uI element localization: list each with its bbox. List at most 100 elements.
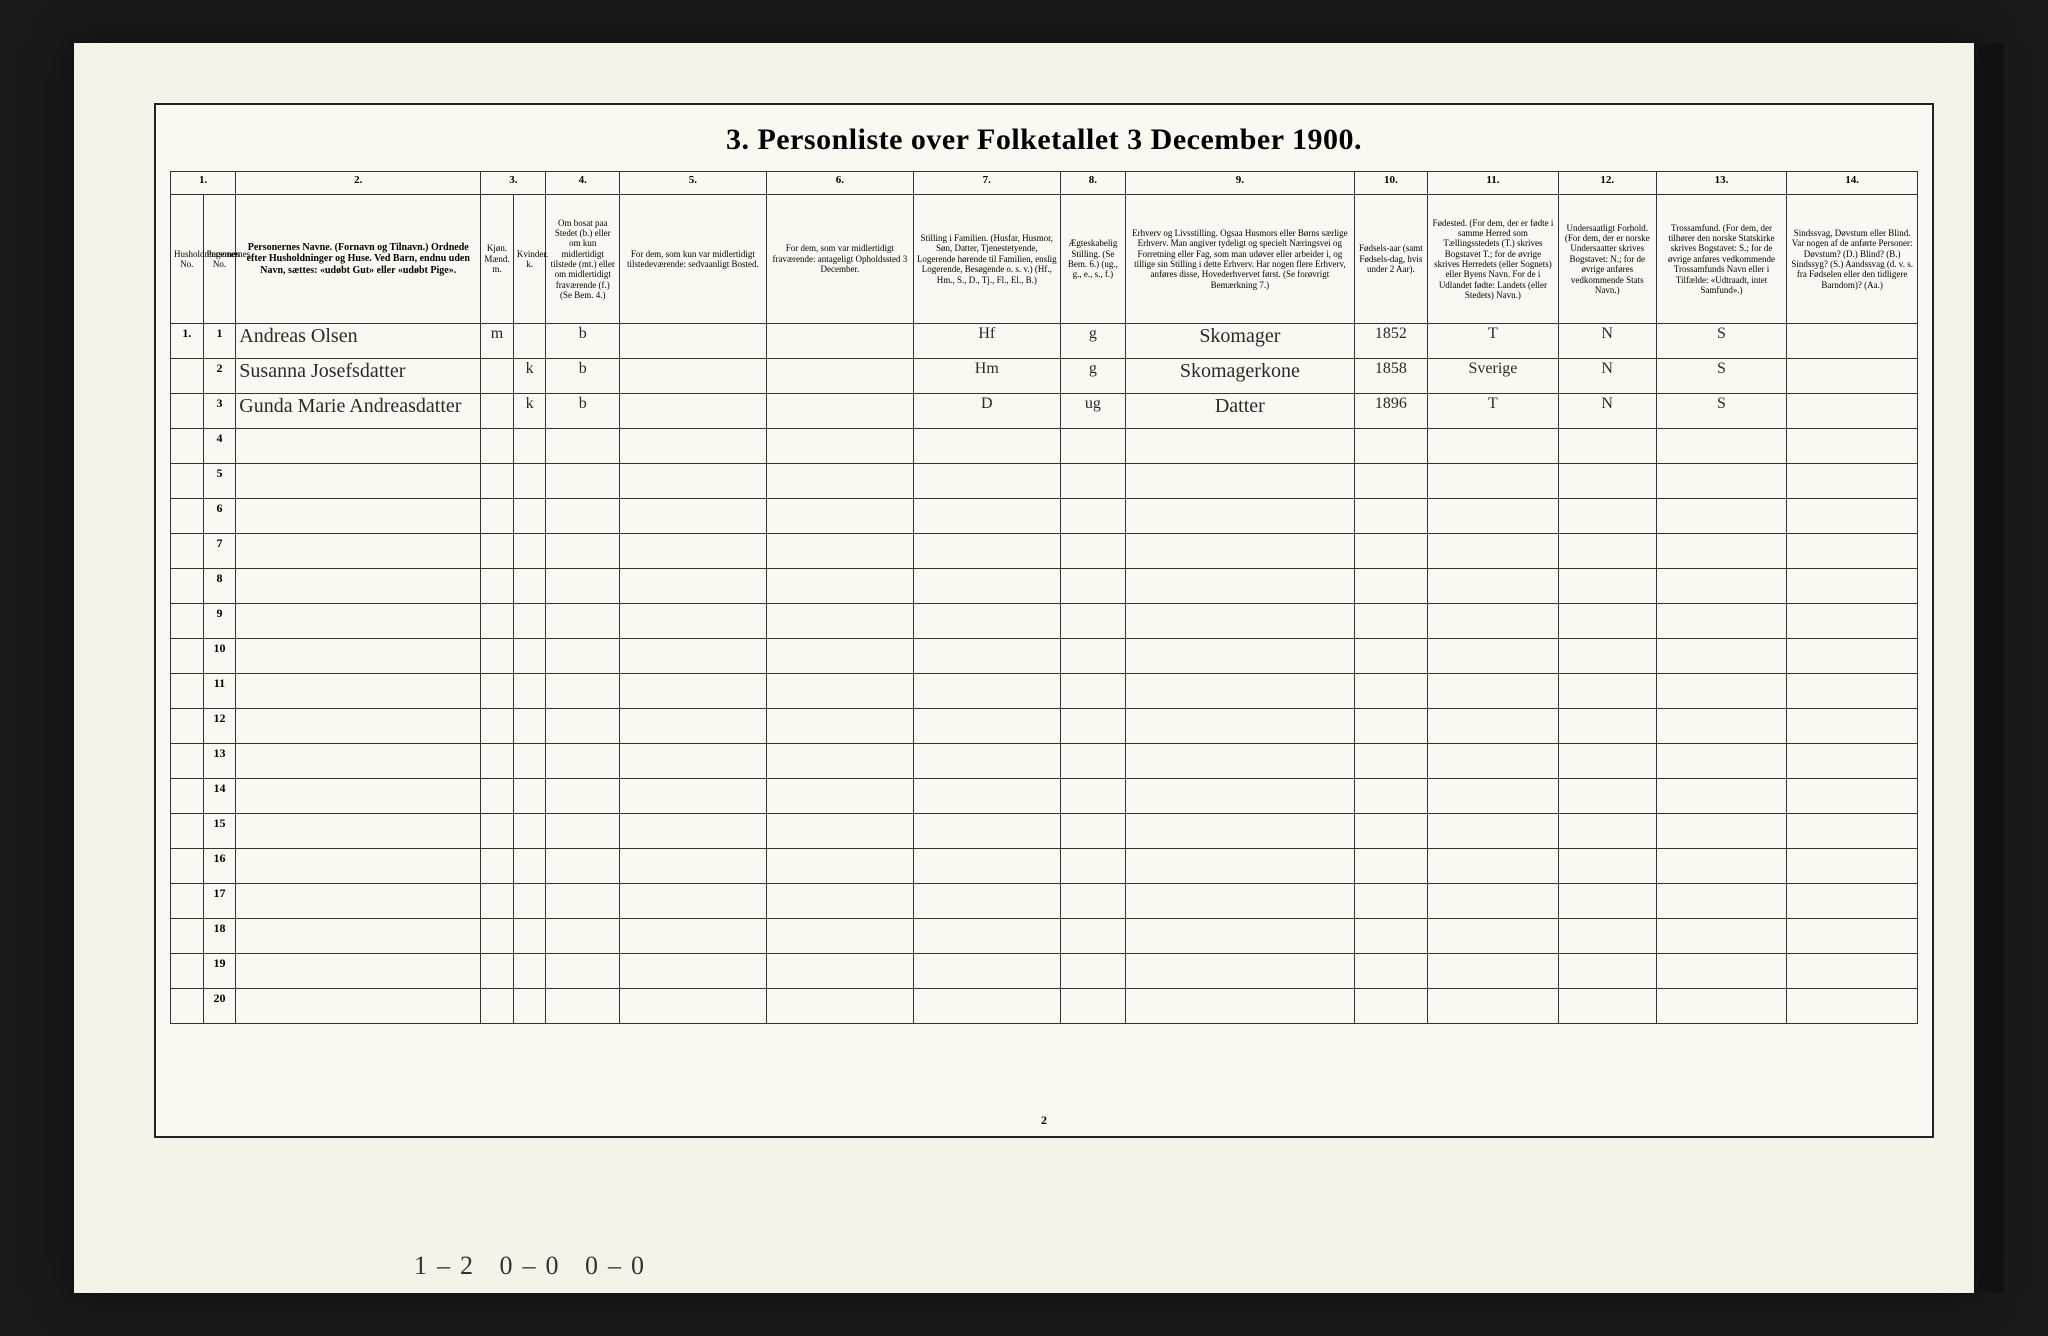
cell-fam: Hm (913, 359, 1060, 394)
cell-empty (513, 674, 546, 709)
cell-empty (913, 429, 1060, 464)
cell-empty (619, 814, 766, 849)
cell-empty (481, 779, 514, 814)
header-names-text: Personernes Navne. (Fornavn og Tilnavn.)… (247, 242, 470, 276)
cell-empty (236, 604, 481, 639)
cell-empty (513, 884, 546, 919)
cell-empty (236, 639, 481, 674)
cell-empty (481, 464, 514, 499)
cell-empty (513, 744, 546, 779)
header-residence: Om bosat paa Stedet (b.) eller om kun mi… (546, 195, 619, 324)
cell-empty (546, 954, 619, 989)
cell-empty (513, 989, 546, 1024)
cell-empty (1787, 534, 1918, 569)
cell-empty (1656, 779, 1787, 814)
cell-empty (481, 674, 514, 709)
cell-empty (1656, 464, 1787, 499)
census-table: 1. 2. 3. 4. 5. 6. 7. 8. 9. 10. 11. 12. 1… (170, 171, 1918, 1024)
cell-empty (1787, 499, 1918, 534)
cell-empty (1558, 919, 1656, 954)
cell-empty (1787, 639, 1918, 674)
cell-empty (766, 429, 913, 464)
cell-empty (766, 569, 913, 604)
cell-empty (171, 989, 204, 1024)
cell-c7 (766, 394, 913, 429)
cell-empty: 20 (203, 989, 236, 1024)
cell-erhv: Skomagerkone (1126, 359, 1355, 394)
cell-empty (619, 849, 766, 884)
cell-empty (1060, 744, 1125, 779)
cell-empty (1060, 954, 1125, 989)
cell-value: N (1601, 360, 1613, 377)
cell-sind (1787, 359, 1918, 394)
cell-value: 2 (216, 361, 222, 375)
cell-empty (1354, 499, 1427, 534)
cell-empty (546, 429, 619, 464)
cell-empty (1558, 499, 1656, 534)
cell-name: Andreas Olsen (236, 324, 481, 359)
table-row-empty: 7 (171, 534, 1918, 569)
cell-empty (1126, 674, 1355, 709)
cell-empty (1060, 814, 1125, 849)
cell-empty: 19 (203, 954, 236, 989)
cell-empty: 9 (203, 604, 236, 639)
cell-empty (619, 919, 766, 954)
cell-sind (1787, 394, 1918, 429)
cell-empty (766, 744, 913, 779)
table-row-empty: 20 (171, 989, 1918, 1024)
cell-value: ug (1085, 395, 1101, 412)
cell-empty (1558, 884, 1656, 919)
cell-empty (1060, 989, 1125, 1024)
cell-empty (1060, 569, 1125, 604)
cell-empty: 17 (203, 884, 236, 919)
cell-hh (171, 394, 204, 429)
cell-empty (766, 604, 913, 639)
cell-empty (236, 814, 481, 849)
cell-empty (913, 464, 1060, 499)
cell-value: Skomager (1199, 325, 1280, 347)
cell-empty (1126, 989, 1355, 1024)
header-occupation: Erhverv og Livsstilling. Ogsaa Husmors e… (1126, 195, 1355, 324)
cell-empty (481, 499, 514, 534)
cell-empty (236, 674, 481, 709)
cell-m (481, 359, 514, 394)
cell-empty (1558, 429, 1656, 464)
cell-empty (1558, 989, 1656, 1024)
cell-value: D (981, 395, 993, 412)
cell-empty (619, 429, 766, 464)
header-temp-present: For dem, som kun var midlertidigt tilste… (619, 195, 766, 324)
cell-empty (1558, 604, 1656, 639)
cell-value: Hm (975, 360, 999, 377)
cell-empty (766, 709, 913, 744)
cell-empty (171, 849, 204, 884)
cell-empty (1354, 779, 1427, 814)
cell-empty (1126, 534, 1355, 569)
colnum: 8. (1060, 172, 1125, 195)
cell-empty (1354, 464, 1427, 499)
cell-empty (913, 499, 1060, 534)
cell-empty (1558, 709, 1656, 744)
cell-empty (481, 709, 514, 744)
cell-empty (1060, 534, 1125, 569)
table-row-empty: 5 (171, 464, 1918, 499)
cell-value: S (1717, 395, 1726, 412)
cell-value: S (1717, 325, 1726, 342)
cell-empty (1428, 569, 1559, 604)
cell-empty (546, 849, 619, 884)
cell-empty (513, 639, 546, 674)
cell-value: b (579, 360, 587, 377)
cell-value: Datter (1215, 395, 1265, 417)
cell-empty (1126, 954, 1355, 989)
document-title: 3. Personliste over Folketallet 3 Decemb… (170, 123, 1918, 157)
table-row-empty: 14 (171, 779, 1918, 814)
cell-empty (513, 779, 546, 814)
cell-fsted: T (1428, 394, 1559, 429)
cell-empty (1354, 604, 1427, 639)
cell-empty (619, 604, 766, 639)
cell-empty (1060, 499, 1125, 534)
cell-empty (1558, 954, 1656, 989)
cell-empty (1558, 814, 1656, 849)
cell-empty (766, 639, 913, 674)
cell-empty (913, 779, 1060, 814)
cell-empty (1558, 534, 1656, 569)
